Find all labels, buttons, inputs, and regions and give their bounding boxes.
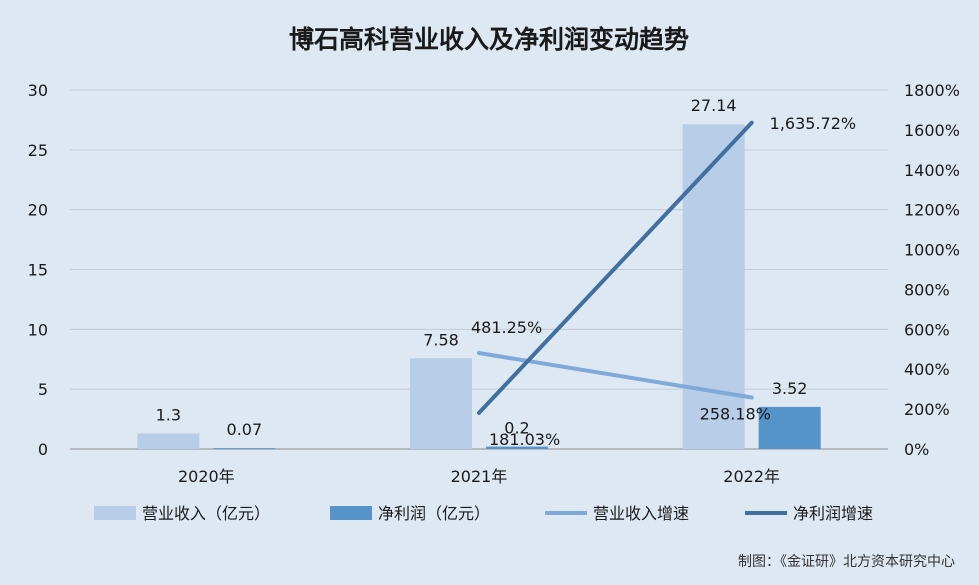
y-axis-right: 0% 200% 400% 600% 800% 1000% 1200% 1400% 1600% 18… [904, 81, 960, 459]
line-data-label: 258.18% [700, 405, 771, 424]
legend-swatch [94, 506, 136, 520]
bar-revenue [682, 124, 745, 449]
bar-revenue [137, 433, 200, 449]
bar-data-label: 7.58 [423, 330, 459, 349]
bar-net-profit [486, 446, 548, 449]
y-left-tick-label: 30 [28, 81, 48, 100]
y-right-tick-label: 200% [904, 400, 950, 419]
gridlines [70, 89, 888, 450]
y-left-tick-label: 15 [28, 261, 48, 280]
bar-data-label: 0.07 [227, 420, 263, 439]
line-data-label: 181.03% [489, 430, 560, 449]
net-profit-growth-line [477, 120, 754, 415]
chart-title: 博石高科营业收入及净利润变动趋势 [289, 25, 689, 54]
y-right-tick-label: 0% [904, 440, 929, 459]
legend-label: 营业收入（亿元） [142, 504, 270, 523]
bar-revenue [410, 358, 472, 449]
legend-label: 净利润（亿元） [378, 504, 490, 523]
y-right-tick-label: 1400% [904, 161, 960, 180]
bar-data-label: 1.3 [156, 405, 181, 424]
y-left-tick-label: 5 [38, 380, 48, 399]
legend-label: 营业收入增速 [593, 504, 689, 523]
legend-swatch [330, 506, 372, 520]
source-note: 制图：《金证研》北方资本研究中心 [738, 554, 955, 570]
y-right-tick-label: 1200% [904, 201, 960, 220]
y-left-tick-label: 0 [38, 440, 48, 459]
y-left-tick-label: 25 [28, 141, 48, 160]
y-left-tick-label: 10 [28, 320, 48, 339]
line-data-label: 1,635.72% [770, 114, 856, 133]
y-right-tick-label: 600% [904, 320, 950, 339]
line-data-label: 481.25% [471, 318, 542, 337]
legend: 营业收入（亿元） 净利润（亿元） 营业收入增速 净利润增速 [94, 504, 873, 523]
legend-label: 净利润增速 [793, 504, 873, 523]
y-axis-left: 0 5 10 15 20 25 30 [28, 81, 48, 459]
revenue-growth-line [477, 351, 754, 400]
y-right-tick-label: 1600% [904, 121, 960, 140]
y-right-tick-label: 1000% [904, 241, 960, 260]
bar-data-label: 27.14 [691, 96, 737, 115]
x-axis: 2020年 2021年 2022年 [178, 467, 780, 486]
x-tick-label: 2022年 [723, 467, 780, 486]
bar-net-profit [213, 448, 276, 449]
x-tick-label: 2021年 [451, 467, 508, 486]
y-right-tick-label: 800% [904, 280, 950, 299]
lines [477, 120, 754, 415]
data-labels: 1.3 7.58 27.14 0.07 0.2 3.52 481.25% 258.18% 181… [156, 96, 857, 449]
y-right-tick-label: 1800% [904, 81, 960, 100]
bar-net-profit [758, 406, 821, 449]
bar-data-label: 3.52 [772, 379, 808, 398]
x-tick-label: 2020年 [178, 467, 235, 486]
y-left-tick-label: 20 [28, 201, 48, 220]
y-right-tick-label: 400% [904, 360, 950, 379]
bar-data-label: 0.2 [504, 419, 529, 438]
